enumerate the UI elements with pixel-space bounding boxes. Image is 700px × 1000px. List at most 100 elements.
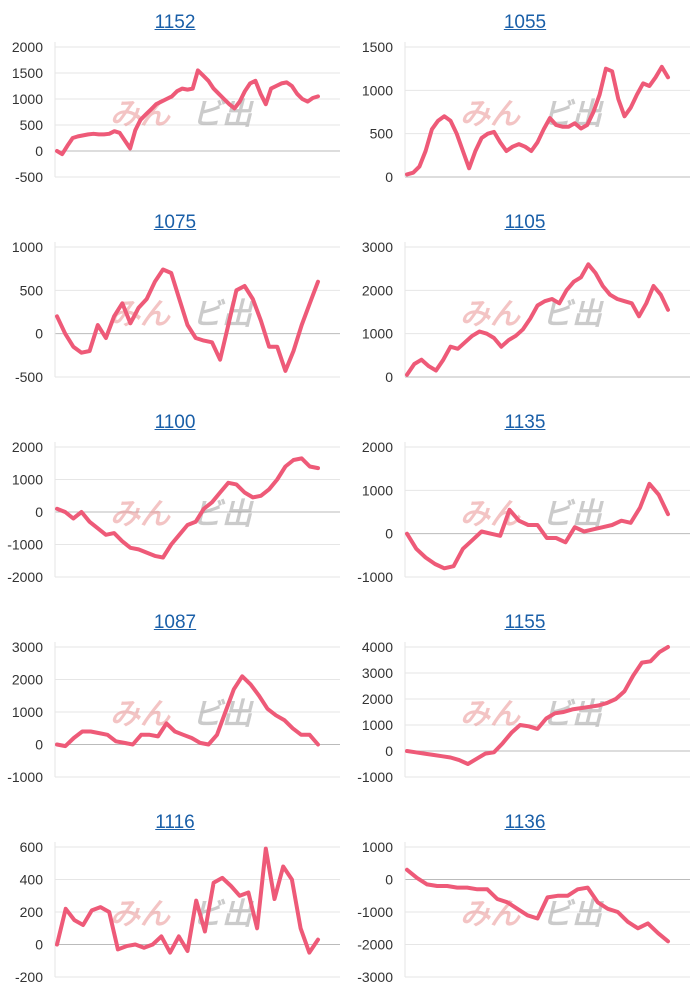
series-line xyxy=(405,64,670,177)
series-line xyxy=(55,846,320,955)
chart-title-link[interactable]: 1152 xyxy=(154,12,196,33)
y-tick-label: 2000 xyxy=(362,282,393,298)
line-chart: 3000 2000 1000 0 みん ビ出 xyxy=(362,239,690,385)
chart-panel-1135: 1135 2000 1000 0 -1000 みん ビ出 xyxy=(350,400,700,600)
y-tick-label: 3000 xyxy=(362,665,393,681)
y-tick-label: 4000 xyxy=(362,639,393,655)
series-line xyxy=(55,674,320,749)
series-line xyxy=(55,456,320,560)
chart-panel-1087: 1087 3000 2000 1000 0 -1000 みん ビ出 xyxy=(0,600,350,800)
watermark-logo: みん xyxy=(110,697,171,732)
chart-panel-1105: 1105 3000 2000 1000 0 みん ビ出 xyxy=(350,200,700,400)
watermark-logo: みん xyxy=(460,497,521,532)
y-tick-label: 1500 xyxy=(362,39,393,55)
y-tick-label: 1000 xyxy=(362,482,393,498)
y-tick-label: -1000 xyxy=(357,904,393,920)
watermark-logo: ビ出 xyxy=(542,97,604,132)
line-chart: 2000 1000 0 -1000 みん ビ出 xyxy=(357,439,690,585)
y-tick-label: 500 xyxy=(20,117,44,133)
y-tick-label: 500 xyxy=(20,282,44,298)
chart-title-link[interactable]: 1087 xyxy=(153,612,197,633)
chart-title-link[interactable]: 1155 xyxy=(504,612,546,633)
watermark-logo: みん xyxy=(110,497,171,532)
watermark-logo: ビ出 xyxy=(542,897,604,932)
y-tick-label: 3000 xyxy=(362,239,393,255)
watermark-logo: みん xyxy=(460,297,521,332)
watermark-logo: みん xyxy=(110,897,171,932)
chart-title-link[interactable]: 1105 xyxy=(504,212,546,233)
y-tick-label: 1500 xyxy=(12,65,43,81)
watermark-logo: みん xyxy=(460,97,521,132)
y-tick-label: 0 xyxy=(385,526,393,542)
y-tick-label: -500 xyxy=(15,169,43,185)
y-tick-label: -500 xyxy=(15,369,43,385)
y-tick-label: 1000 xyxy=(12,239,43,255)
y-tick-label: 0 xyxy=(385,369,393,385)
y-tick-label: -3000 xyxy=(357,969,393,985)
y-tick-label: -1000 xyxy=(7,537,43,553)
line-chart: 1000 0 -1000 -2000 -3000 みん ビ出 xyxy=(357,839,690,985)
y-tick-label: 1000 xyxy=(12,704,43,720)
series-line xyxy=(405,481,670,571)
line-chart: 1500 1000 500 0 みん ビ出 xyxy=(362,39,690,185)
y-tick-label: 0 xyxy=(385,872,393,888)
y-tick-label: 2000 xyxy=(12,439,43,455)
chart-title-link[interactable]: 1055 xyxy=(503,12,547,33)
chart-panel-1075: 1075 1000 500 0 -500 みん ビ出 xyxy=(0,200,350,400)
chart-title-link[interactable]: 1075 xyxy=(153,212,197,233)
y-tick-label: 2000 xyxy=(12,672,43,688)
y-tick-label: 600 xyxy=(20,839,44,855)
chart-panel-1155: 1155 4000 3000 2000 1000 0 -1000 みん ビ出 xyxy=(350,600,700,800)
y-tick-label: -1000 xyxy=(357,769,393,785)
y-tick-label: -200 xyxy=(15,969,43,985)
y-tick-label: 0 xyxy=(35,937,43,953)
series-line xyxy=(405,867,670,944)
chart-panel-1152: 1152 2000 1500 1000 500 0 -500 みん ビ出 xyxy=(0,0,350,200)
y-tick-label: 500 xyxy=(370,126,394,142)
y-tick-label: 200 xyxy=(20,904,44,920)
watermark-logo: ビ出 xyxy=(542,297,604,332)
series-line xyxy=(55,267,320,373)
y-tick-label: 0 xyxy=(35,326,43,342)
y-tick-label: 1000 xyxy=(362,326,393,342)
watermark-logo: ビ出 xyxy=(192,97,254,132)
chart-panel-1116: 1116 600 400 200 0 -200 みん ビ出 xyxy=(0,800,350,1000)
y-tick-label: 3000 xyxy=(12,639,43,655)
series-line xyxy=(55,68,320,157)
y-tick-label: 2000 xyxy=(12,39,43,55)
y-tick-label: 1000 xyxy=(362,717,393,733)
watermark-logo: みん xyxy=(460,697,521,732)
y-tick-label: -2000 xyxy=(7,569,43,585)
chart-title-link[interactable]: 1136 xyxy=(504,812,546,833)
y-tick-label: 2000 xyxy=(362,691,393,707)
watermark-logo: みん xyxy=(110,297,171,332)
y-tick-label: 1000 xyxy=(12,472,43,488)
y-tick-label: 0 xyxy=(35,504,43,520)
chart-title-link[interactable]: 1135 xyxy=(504,412,546,433)
chart-panel-1055: 1055 1500 1000 500 0 みん ビ出 xyxy=(350,0,700,200)
series-line xyxy=(405,645,670,766)
y-tick-label: -2000 xyxy=(357,937,393,953)
chart-panel-1100: 1100 2000 1000 0 -1000 -2000 みん ビ出 xyxy=(0,400,350,600)
y-tick-label: 1000 xyxy=(12,91,43,107)
y-tick-label: -1000 xyxy=(7,769,43,785)
chart-title-link[interactable]: 1100 xyxy=(154,412,196,433)
chart-title-link[interactable]: 1116 xyxy=(155,812,195,833)
series-line xyxy=(405,262,670,377)
y-tick-label: -1000 xyxy=(357,569,393,585)
y-tick-label: 2000 xyxy=(362,439,393,455)
y-tick-label: 0 xyxy=(385,743,393,759)
watermark-logo: ビ出 xyxy=(542,497,604,532)
y-tick-label: 1000 xyxy=(362,839,393,855)
y-tick-label: 0 xyxy=(35,143,43,159)
y-tick-label: 0 xyxy=(385,169,393,185)
watermark-logo: ビ出 xyxy=(192,297,254,332)
line-chart: 1000 500 0 -500 みん ビ出 xyxy=(12,239,340,385)
y-tick-label: 0 xyxy=(35,737,43,753)
chart-panel-1136: 1136 1000 0 -1000 -2000 -3000 みん ビ出 xyxy=(350,800,700,1000)
